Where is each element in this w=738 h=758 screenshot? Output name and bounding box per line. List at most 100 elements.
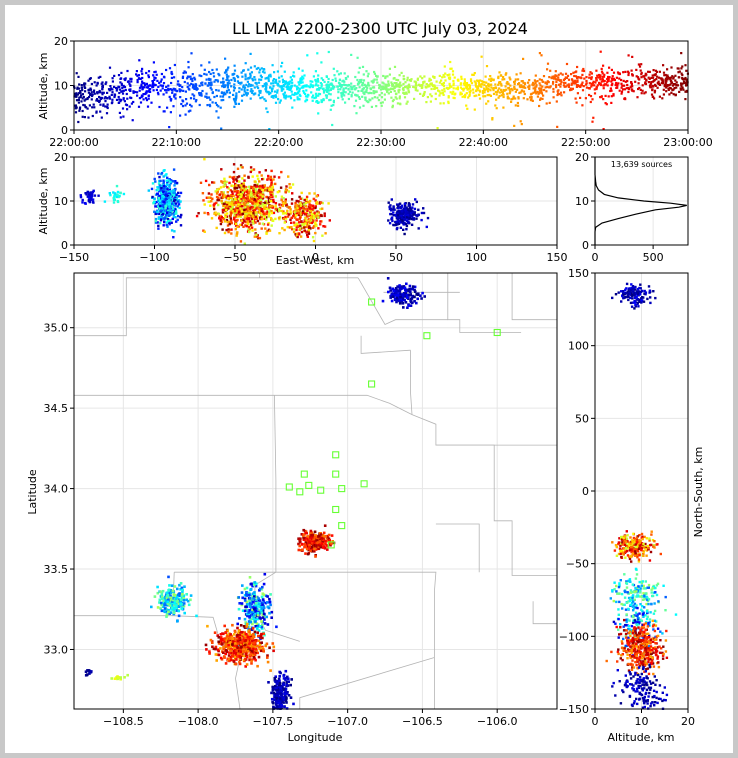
- ew-source-point: [225, 203, 229, 206]
- th-source-point: [265, 83, 268, 86]
- th-source-point: [469, 78, 473, 81]
- th-source-point: [485, 81, 488, 84]
- th-source-point: [363, 92, 366, 95]
- th-source-point: [332, 104, 335, 107]
- th-source-point: [362, 87, 366, 90]
- hist-ytick-label: 10: [575, 195, 589, 208]
- th-source-point: [459, 93, 462, 96]
- th-source-point: [91, 114, 94, 118]
- ew-source-point: [151, 182, 155, 185]
- ew-source-point: [403, 221, 406, 225]
- th-source-point: [111, 91, 114, 94]
- th-source-point: [157, 93, 160, 96]
- ew-ytick-label: 20: [54, 151, 68, 164]
- th-source-point: [369, 88, 373, 91]
- ew-source-point: [394, 214, 397, 217]
- ew-source-point: [83, 202, 87, 205]
- ew-source-point: [283, 228, 286, 232]
- th-source-point: [145, 86, 149, 89]
- ew-source-point: [297, 200, 300, 203]
- plan-source-point: [187, 603, 191, 607]
- th-source-point: [582, 85, 585, 88]
- th-source-point: [591, 120, 594, 123]
- ew-source-point: [165, 179, 168, 182]
- th-source-point: [215, 68, 218, 71]
- th-source-point: [557, 83, 561, 86]
- th-source-point: [267, 77, 270, 80]
- ew-source-point: [323, 212, 326, 215]
- th-source-point: [532, 87, 535, 90]
- th-source-point: [261, 96, 264, 99]
- ew-source-point: [274, 195, 277, 198]
- plan-source-point: [195, 614, 198, 618]
- th-source-point: [89, 92, 92, 96]
- plan-source-point: [396, 299, 400, 302]
- ew-source-point: [245, 212, 248, 215]
- th-source-point: [514, 90, 517, 93]
- th-source-point: [422, 82, 425, 85]
- ew-source-point: [298, 221, 301, 224]
- th-source-point: [441, 89, 444, 92]
- th-source-point: [432, 85, 435, 88]
- th-source-point: [134, 90, 137, 94]
- ew-source-point: [268, 196, 272, 199]
- th-source-point: [234, 100, 237, 104]
- plan-source-point: [156, 585, 159, 589]
- plan-source-point: [413, 295, 416, 299]
- th-source-point: [210, 88, 213, 91]
- ew-source-point: [266, 229, 269, 233]
- th-source-point: [105, 81, 108, 84]
- ew-source-point: [258, 202, 261, 205]
- plan-source-point: [247, 591, 251, 595]
- th-source-point: [600, 70, 604, 73]
- ew-source-point: [307, 221, 311, 224]
- ew-source-point: [261, 178, 264, 181]
- th-source-point: [521, 80, 524, 83]
- th-source-point: [370, 105, 373, 108]
- th-source-point: [637, 77, 640, 80]
- ew-source-point: [224, 205, 227, 208]
- th-source-point: [167, 89, 170, 92]
- th-source-point: [443, 65, 446, 68]
- th-source-point: [615, 86, 618, 89]
- th-source-point: [117, 95, 120, 99]
- ew-source-point: [267, 201, 270, 205]
- plan-source-point: [262, 605, 265, 608]
- plan-source-point: [169, 591, 172, 595]
- ew-source-point: [308, 206, 311, 209]
- th-source-point: [362, 104, 365, 107]
- ew-source-point: [415, 200, 418, 204]
- th-source-point: [640, 63, 643, 66]
- ew-source-point: [249, 166, 253, 169]
- plan-source-point: [165, 596, 169, 600]
- plan-source-point: [407, 304, 410, 307]
- th-source-point: [522, 85, 526, 88]
- ew-source-point: [267, 187, 271, 190]
- ew-source-point: [260, 217, 263, 221]
- th-source-point: [562, 78, 565, 81]
- plan-source-point: [308, 538, 311, 542]
- th-source-point: [359, 80, 362, 83]
- ew-source-point: [263, 206, 266, 209]
- th-source-point: [671, 75, 674, 78]
- ew-source-point: [238, 206, 241, 209]
- th-source-point: [683, 82, 686, 85]
- th-source-point: [254, 81, 257, 84]
- th-source-point: [301, 78, 304, 81]
- plan-source-point: [419, 294, 422, 297]
- ew-source-point: [314, 199, 317, 202]
- plan-source-point: [297, 548, 301, 552]
- ew-source-point: [422, 211, 426, 215]
- plan-source-point: [405, 282, 408, 286]
- th-source-point: [573, 74, 576, 78]
- ew-source-point: [215, 192, 219, 195]
- ew-source-point: [308, 214, 311, 217]
- ew-source-point: [225, 208, 228, 212]
- ew-source-point: [251, 205, 254, 209]
- ew-source-point: [90, 196, 93, 199]
- ew-source-point: [270, 169, 273, 173]
- th-source-point: [289, 76, 292, 79]
- ew-source-point: [179, 216, 182, 219]
- th-source-point: [609, 87, 612, 90]
- ew-source-point: [212, 205, 216, 208]
